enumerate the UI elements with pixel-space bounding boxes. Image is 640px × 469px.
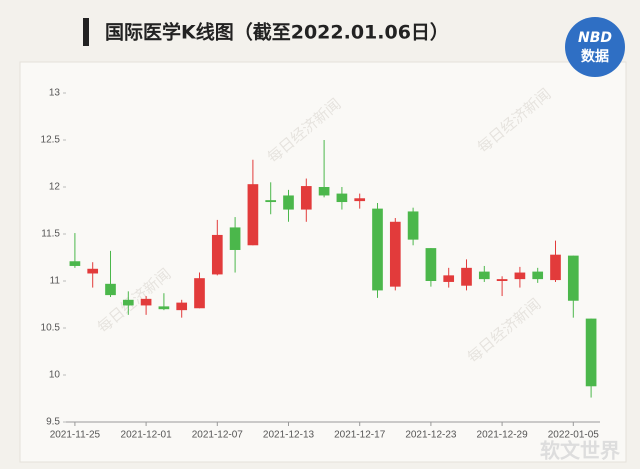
logo-badge	[565, 17, 625, 77]
candle-body	[318, 187, 330, 196]
candle-body	[585, 318, 597, 387]
y-tick-label: 9.5	[46, 417, 60, 428]
candle-body	[87, 268, 99, 274]
candle-body	[389, 221, 401, 287]
candle-body	[514, 272, 526, 280]
x-tick-label: 2021-12-13	[263, 430, 315, 441]
candle-body	[550, 254, 561, 281]
y-tick-label: 10	[49, 370, 61, 381]
x-tick-label: 2021-12-17	[334, 430, 386, 441]
x-tick-label: 2021-11-25	[50, 430, 101, 441]
title-bar	[83, 18, 89, 46]
y-tick-label: 11.5	[41, 229, 60, 240]
candle-body	[300, 186, 312, 210]
candle-body	[265, 200, 277, 203]
candle-body	[283, 195, 294, 210]
candle-body	[140, 298, 152, 306]
candle-body	[354, 198, 366, 202]
x-tick-label: 2021-12-07	[192, 430, 244, 441]
x-tick-label: 2022-01-05	[548, 430, 600, 441]
x-tick-label: 2021-12-29	[477, 430, 529, 441]
candle-body	[425, 248, 437, 281]
logo-text: NBD	[578, 30, 612, 46]
candle-body	[122, 299, 134, 306]
candle-body	[229, 227, 241, 250]
candle-body	[69, 261, 81, 266]
y-tick-label: 13	[49, 88, 61, 99]
logo-text: 数据	[581, 48, 609, 65]
candle-body	[567, 255, 579, 301]
x-tick-label: 2021-12-23	[405, 430, 457, 441]
candle-body	[194, 278, 205, 309]
candle-body	[496, 279, 508, 281]
x-tick-label: 2021-12-01	[121, 430, 173, 441]
candle-body	[336, 193, 348, 203]
candle-body	[211, 234, 223, 275]
candle-body	[158, 306, 170, 310]
candle-body	[443, 275, 455, 282]
candle-body	[372, 208, 383, 291]
y-tick-label: 12.5	[41, 135, 61, 146]
candle-body	[176, 302, 188, 311]
y-tick-label: 11	[50, 276, 61, 287]
candle-body	[478, 271, 490, 280]
chart-title: 国际医学K线图（截至2022.01.06日）	[105, 21, 449, 44]
candle-body	[407, 211, 419, 240]
candle-body	[461, 267, 472, 286]
y-tick-label: 10.5	[41, 323, 61, 334]
candle-body	[247, 184, 259, 246]
candle-body	[532, 271, 544, 280]
candle-body	[105, 283, 116, 296]
logo: NBD 数据	[565, 17, 625, 77]
plot-frame	[19, 61, 627, 463]
y-tick-label: 12	[49, 182, 61, 193]
corner-watermark: 软文世界	[540, 439, 620, 463]
